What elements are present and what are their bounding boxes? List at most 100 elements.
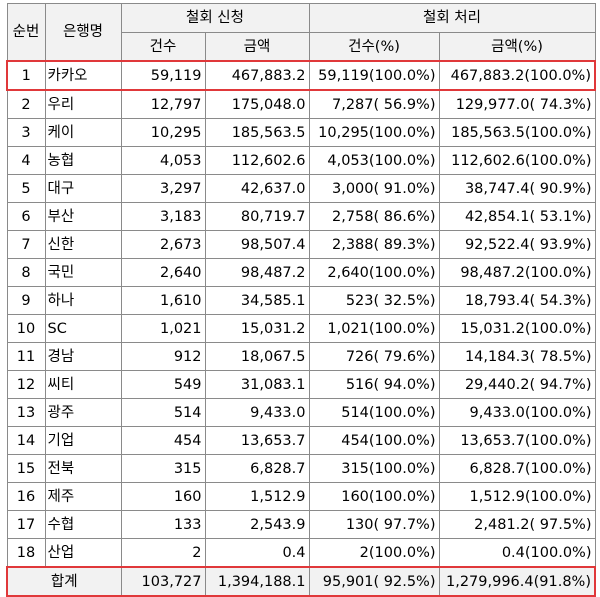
cell-rank: 15 [6,454,46,483]
cell-process-count: 523( 32.5%) [308,286,440,315]
cell-bank: 우리 [44,89,122,119]
total-request-amount: 1,394,188.1 [204,566,310,597]
cell-request-amount: 467,883.2 [204,60,310,91]
cell-request-amount: 98,487.2 [204,258,310,287]
cell-request-count: 549 [120,370,206,399]
cell-request-amount: 31,083.1 [204,370,310,399]
total-request-count: 103,727 [120,566,206,597]
cell-bank: 경남 [44,342,122,371]
cell-rank: 7 [6,230,46,259]
cell-process-count: 2,758( 86.6%) [308,202,440,231]
cell-request-amount: 185,563.5 [204,118,310,147]
table-row: 18 산업 2 0.4 2(100.0%) 0.4(100.0%) [6,538,596,568]
cell-process-count: 516( 94.0%) [308,370,440,399]
cell-bank: 신한 [44,230,122,259]
cell-bank: 부산 [44,202,122,231]
table-row: 10 SC 1,021 15,031.2 1,021(100.0%) 15,031.2(1… [6,314,596,343]
cell-rank: 10 [6,314,46,343]
cell-request-amount: 80,719.7 [204,202,310,231]
cell-rank: 17 [6,510,46,539]
cell-bank: 광주 [44,398,122,427]
cell-bank: 씨티 [44,370,122,399]
cell-bank: SC [44,314,122,343]
cell-process-amount: 42,854.1( 53.1%) [438,202,596,231]
cell-rank: 8 [6,258,46,287]
table-row: 8 국민 2,640 98,487.2 2,640(100.0%) 98,487.2(10… [6,258,596,287]
cell-bank: 기업 [44,426,122,455]
cell-request-amount: 34,585.1 [204,286,310,315]
cell-process-amount: 112,602.6(100.0%) [438,146,596,175]
cell-bank: 케이 [44,118,122,147]
cell-rank: 12 [6,370,46,399]
cell-process-amount: 467,883.2(100.0%) [438,60,596,91]
cell-request-amount: 6,828.7 [204,454,310,483]
cell-bank: 대구 [44,174,122,203]
table-row: 13 광주 514 9,433.0 514(100.0%) 9,433.0(100.0%) [6,398,596,427]
cell-process-count: 10,295(100.0%) [308,118,440,147]
cell-process-count: 3,000( 91.0%) [308,174,440,203]
cell-rank: 1 [6,60,46,91]
header-process-amount: 금액(%) [438,32,596,62]
cell-process-count: 315(100.0%) [308,454,440,483]
table-row: 6 부산 3,183 80,719.7 2,758( 86.6%) 42,854.1( 5… [6,202,596,231]
header-request-group: 철회 신청 [120,3,310,33]
table-body: 1 카카오 59,119 467,883.2 59,119(100.0%) 467,883… [6,60,596,568]
cell-request-count: 454 [120,426,206,455]
cell-process-amount: 92,522.4( 93.9%) [438,230,596,259]
cell-process-count: 514(100.0%) [308,398,440,427]
cell-rank: 6 [6,202,46,231]
page: 순번 은행명 철회 신청 철회 처리 건수 금액 건수(%) 금액(%) 1 카카… [6,3,596,597]
cell-request-count: 2 [120,538,206,568]
table-row: 1 카카오 59,119 467,883.2 59,119(100.0%) 467,883… [6,60,596,91]
cell-process-amount: 2,481.2( 97.5%) [438,510,596,539]
cell-bank: 제주 [44,482,122,511]
table-row: 5 대구 3,297 42,637.0 3,000( 91.0%) 38,747.4( 9… [6,174,596,203]
cell-bank: 농협 [44,146,122,175]
cell-request-count: 3,297 [120,174,206,203]
cell-process-amount: 18,793.4( 54.3%) [438,286,596,315]
cell-request-amount: 9,433.0 [204,398,310,427]
header-rank: 순번 [6,3,46,62]
header-bank: 은행명 [44,3,122,62]
cell-process-count: 2(100.0%) [308,538,440,568]
cell-request-count: 2,673 [120,230,206,259]
cell-request-amount: 18,067.5 [204,342,310,371]
cell-process-amount: 129,977.0( 74.3%) [438,89,596,119]
cell-request-count: 3,183 [120,202,206,231]
table-row: 15 전북 315 6,828.7 315(100.0%) 6,828.7(100.0%) [6,454,596,483]
cell-request-count: 912 [120,342,206,371]
total-process-amount: 1,279,996.4(91.8%) [438,566,596,597]
cell-request-count: 59,119 [120,60,206,91]
cell-bank: 전북 [44,454,122,483]
cell-process-amount: 185,563.5(100.0%) [438,118,596,147]
cell-bank: 산업 [44,538,122,568]
total-row: 합계 103,727 1,394,188.1 95,901( 92.5%) 1,… [6,566,596,597]
header-request-count: 건수 [120,32,206,62]
cell-process-count: 160(100.0%) [308,482,440,511]
cell-bank: 국민 [44,258,122,287]
cell-process-amount: 38,747.4( 90.9%) [438,174,596,203]
cell-request-count: 133 [120,510,206,539]
cell-request-count: 514 [120,398,206,427]
cell-process-count: 130( 97.7%) [308,510,440,539]
cell-process-amount: 29,440.2( 94.7%) [438,370,596,399]
cell-process-count: 2,640(100.0%) [308,258,440,287]
table-footer: 합계 103,727 1,394,188.1 95,901( 92.5%) 1,… [6,566,596,597]
header-request-amount: 금액 [204,32,310,62]
cell-rank: 5 [6,174,46,203]
cell-request-amount: 2,543.9 [204,510,310,539]
withdrawal-table: 순번 은행명 철회 신청 철회 처리 건수 금액 건수(%) 금액(%) 1 카카… [6,3,596,597]
table-row: 7 신한 2,673 98,507.4 2,388( 89.3%) 92,522.4( 9… [6,230,596,259]
table-row: 3 케이 10,295 185,563.5 10,295(100.0%) 185,563.… [6,118,596,147]
cell-request-amount: 13,653.7 [204,426,310,455]
cell-request-amount: 98,507.4 [204,230,310,259]
cell-process-amount: 6,828.7(100.0%) [438,454,596,483]
table-row: 4 농협 4,053 112,602.6 4,053(100.0%) 112,602.6(… [6,146,596,175]
cell-rank: 9 [6,286,46,315]
table-row: 9 하나 1,610 34,585.1 523( 32.5%) 18,793.4( 54.… [6,286,596,315]
cell-request-count: 1,610 [120,286,206,315]
cell-rank: 4 [6,146,46,175]
cell-process-amount: 98,487.2(100.0%) [438,258,596,287]
cell-request-amount: 1,512.9 [204,482,310,511]
table-row: 16 제주 160 1,512.9 160(100.0%) 1,512.9(100.0%) [6,482,596,511]
